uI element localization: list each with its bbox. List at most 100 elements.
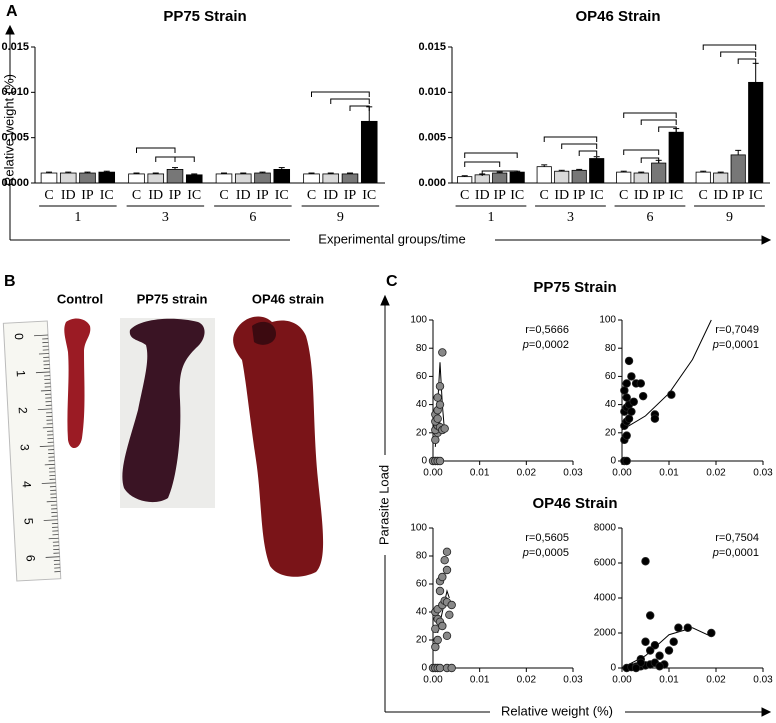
point xyxy=(438,572,447,582)
significance-bracket xyxy=(330,98,370,104)
y-tick-label: 40 xyxy=(605,399,617,410)
bar xyxy=(234,173,252,184)
point xyxy=(442,547,452,556)
x-axis-label: Experimental groups/time xyxy=(318,231,465,246)
bar xyxy=(322,173,340,184)
ruler-tick xyxy=(38,353,49,355)
row-title: PP75 Strain xyxy=(533,279,616,296)
photo-label: Control xyxy=(57,291,103,306)
bar xyxy=(254,172,271,184)
ruler-tick xyxy=(46,500,57,503)
ruler-tick xyxy=(40,390,51,392)
ruler-body xyxy=(2,320,62,582)
photo: 0 1 2 3 4 5 6 xyxy=(2,316,324,582)
bar-label: IP xyxy=(344,188,357,203)
point xyxy=(624,414,634,423)
ruler-tick xyxy=(37,408,52,411)
point xyxy=(433,393,442,402)
point xyxy=(667,390,676,399)
ruler-tick xyxy=(35,371,50,374)
ruler-tick xyxy=(44,463,55,466)
bar xyxy=(651,162,667,184)
bar xyxy=(589,158,605,184)
point xyxy=(620,386,629,395)
point xyxy=(636,658,645,667)
ruler-ticks xyxy=(34,334,61,573)
x-tick-label: 6 xyxy=(249,210,256,225)
y-tick-label: 80 xyxy=(416,343,428,354)
panel-label: A xyxy=(6,3,18,20)
label-gap xyxy=(2,80,18,180)
bar-label: IP xyxy=(256,188,269,203)
bar xyxy=(79,172,96,184)
y-tick-label: 60 xyxy=(605,371,617,382)
ruler-label: 1 xyxy=(14,370,28,378)
ruler-tick xyxy=(34,334,49,337)
x-tick-label: 9 xyxy=(337,210,344,225)
point xyxy=(664,646,674,655)
point xyxy=(631,663,641,673)
bar xyxy=(748,81,764,184)
significance-bracket xyxy=(623,112,677,118)
y-tick-label: 4000 xyxy=(594,593,617,604)
point xyxy=(627,372,636,381)
y-tick-label: 0.000 xyxy=(418,177,446,189)
bar-label: IP xyxy=(493,188,506,203)
point xyxy=(622,431,631,440)
bar xyxy=(360,120,378,184)
y-tick-label: 0 xyxy=(610,456,616,467)
bar-label: IP xyxy=(81,188,94,203)
bar xyxy=(40,172,58,184)
bar xyxy=(730,154,746,184)
bar-label: IP xyxy=(573,188,586,203)
significance-bracket xyxy=(623,149,660,155)
annotation: r=0,5666 xyxy=(525,324,569,336)
bar-label: ID xyxy=(236,188,251,203)
significance-bracket xyxy=(155,156,176,162)
bar xyxy=(185,174,203,184)
point xyxy=(707,628,716,638)
point xyxy=(638,391,648,401)
significance-bracket xyxy=(481,170,518,176)
annotation: p=0,0001 xyxy=(712,339,759,351)
point xyxy=(447,600,456,610)
y-tick-label: 40 xyxy=(416,399,428,410)
panel-a-arrows xyxy=(5,24,772,245)
bar-label: IC xyxy=(749,188,763,203)
x-tick-label: 0.02 xyxy=(706,468,726,479)
bar xyxy=(571,169,587,184)
point xyxy=(641,557,650,566)
y-tick-label: 6000 xyxy=(594,558,617,569)
x-tick-label: 3 xyxy=(567,210,574,225)
x-tick-label: 1 xyxy=(487,210,494,225)
y-tick-label: 80 xyxy=(605,343,617,354)
ruler-tick xyxy=(48,537,59,540)
bar-label: ID xyxy=(475,188,490,203)
bar xyxy=(474,174,490,184)
bar-label: IC xyxy=(510,188,524,203)
point xyxy=(440,424,449,433)
significance-bracket xyxy=(464,152,518,158)
x-tick-label: 9 xyxy=(726,210,733,225)
bar-label: C xyxy=(460,188,469,203)
ruler: 0 1 2 3 4 5 6 xyxy=(2,320,62,582)
annotation: p=0,0005 xyxy=(522,547,569,559)
point xyxy=(431,435,440,445)
x-tick-label: 0.00 xyxy=(612,468,632,479)
point xyxy=(622,456,631,466)
bar-label: ID xyxy=(634,188,649,203)
bar xyxy=(273,168,291,184)
y-tick-label: 0 xyxy=(421,456,427,467)
bar xyxy=(633,172,649,184)
ruler-tick xyxy=(39,445,54,447)
y-tick-label: 0 xyxy=(610,663,616,674)
x-tick-label: 0.03 xyxy=(563,675,583,686)
bar xyxy=(215,173,233,184)
y-axis-label: Relative weight (%) xyxy=(1,74,16,186)
point xyxy=(641,637,650,646)
ruler-tick xyxy=(42,426,53,429)
annotation: p=0,0001 xyxy=(712,547,759,559)
bar-label: C xyxy=(619,188,628,203)
point xyxy=(435,382,445,391)
